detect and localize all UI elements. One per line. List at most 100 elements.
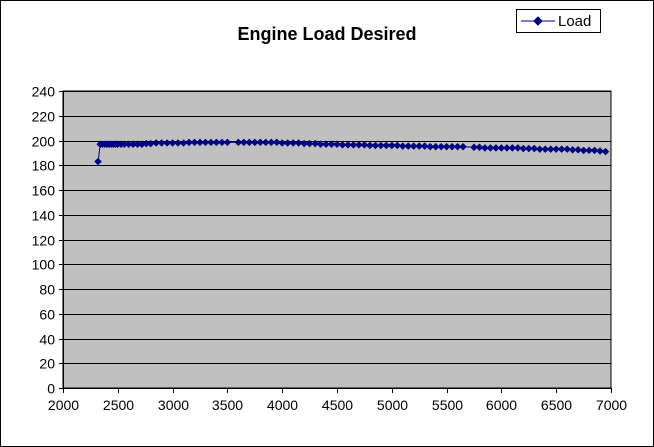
data-point	[289, 139, 298, 147]
y-tick-label: 60	[39, 307, 55, 323]
x-tick-label: 2000	[48, 397, 79, 413]
plot-area: 0 20 40 60 80 100 120 140 160 180 200 220 240 2000 25…	[32, 84, 628, 414]
data-point	[486, 144, 495, 152]
data-point	[234, 138, 243, 147]
data-point	[294, 139, 303, 147]
data-point	[256, 138, 265, 147]
x-tick-label: 5500	[432, 397, 463, 413]
data-point	[283, 139, 292, 147]
x-tick-label: 3000	[158, 397, 189, 413]
data-point	[387, 141, 396, 150]
y-tick-label: 120	[32, 233, 56, 249]
y-tick-labels: 0 20 40 60 80 100 120 140 160 180 200 220 240	[32, 84, 63, 397]
y-tick-label: 0	[47, 381, 55, 397]
legend: Load	[516, 9, 601, 33]
data-point	[322, 140, 330, 149]
data-point	[426, 142, 435, 151]
data-point	[355, 140, 363, 149]
data-point	[366, 141, 374, 150]
data-point	[305, 139, 314, 148]
y-tick-label: 20	[39, 356, 55, 372]
data-point	[574, 145, 582, 154]
data-point	[376, 141, 385, 150]
chart-title: Engine Load Desired	[237, 24, 416, 44]
data-point	[596, 147, 604, 155]
data-point	[190, 138, 199, 147]
data-point	[94, 157, 102, 166]
data-point	[201, 138, 210, 147]
data-point	[196, 138, 204, 147]
data-point	[218, 138, 226, 147]
data-point	[508, 144, 517, 152]
x-tick-label: 7000	[596, 397, 627, 413]
data-point	[497, 144, 506, 152]
data-point	[513, 144, 522, 152]
data-point	[168, 139, 177, 147]
data-point	[448, 142, 456, 151]
data-point	[481, 144, 489, 152]
data-point	[250, 138, 259, 147]
y-tick-label: 220	[32, 109, 56, 125]
data-point	[601, 147, 610, 156]
data-point	[453, 142, 462, 151]
data-point	[223, 138, 232, 147]
y-tick-label: 160	[32, 183, 56, 199]
data-point	[431, 142, 440, 151]
data-point	[185, 138, 193, 147]
data-point	[327, 140, 336, 149]
data-point	[552, 145, 561, 154]
data-point	[530, 144, 539, 153]
data-point	[344, 140, 352, 149]
data-point	[541, 145, 550, 154]
data-point	[459, 142, 467, 151]
data-point	[568, 145, 577, 154]
x-tick-label: 4000	[267, 397, 298, 413]
x-tick-label: 3500	[212, 397, 243, 413]
legend-marker-icon	[533, 16, 543, 26]
series-load	[94, 138, 610, 166]
y-tick-label: 200	[32, 134, 56, 150]
data-point	[267, 138, 276, 147]
data-point	[470, 143, 478, 152]
data-point	[409, 142, 418, 150]
data-point	[442, 142, 451, 151]
data-point	[311, 139, 319, 148]
x-tick-label: 6000	[486, 397, 517, 413]
y-tick-label: 80	[39, 282, 55, 298]
y-tick-label: 100	[32, 257, 56, 273]
data-point	[420, 142, 429, 150]
data-point	[212, 138, 221, 147]
y-tick-label: 240	[32, 84, 56, 100]
data-point	[360, 140, 369, 149]
data-point	[398, 142, 407, 150]
data-point	[349, 140, 358, 149]
data-point	[393, 141, 402, 150]
data-point	[475, 143, 484, 152]
data-point	[272, 138, 281, 147]
x-tick-label: 4500	[322, 397, 353, 413]
data-point	[524, 144, 533, 153]
x-tick-labels: 2000 2500 3000 3500 4000 4500 5000 5500 6000 6500…	[48, 388, 627, 413]
x-tick-label: 6500	[541, 397, 572, 413]
legend-box	[516, 9, 601, 33]
data-point	[174, 139, 182, 147]
y-tick-label: 180	[32, 158, 56, 174]
data-point	[239, 138, 248, 147]
data-point	[437, 142, 445, 151]
data-point	[503, 144, 511, 152]
data-point	[415, 142, 424, 150]
data-point	[316, 140, 325, 149]
legend-label-load: Load	[558, 13, 591, 30]
data-point	[563, 145, 572, 154]
plot-background	[62, 90, 612, 389]
data-point	[207, 138, 215, 147]
x-tick-label: 5000	[377, 397, 408, 413]
data-point	[382, 141, 391, 150]
data-point	[245, 138, 254, 147]
data-point	[333, 140, 341, 149]
data-point	[157, 139, 166, 147]
data-point	[557, 145, 566, 154]
data-point	[338, 140, 347, 149]
data-point	[492, 144, 500, 152]
